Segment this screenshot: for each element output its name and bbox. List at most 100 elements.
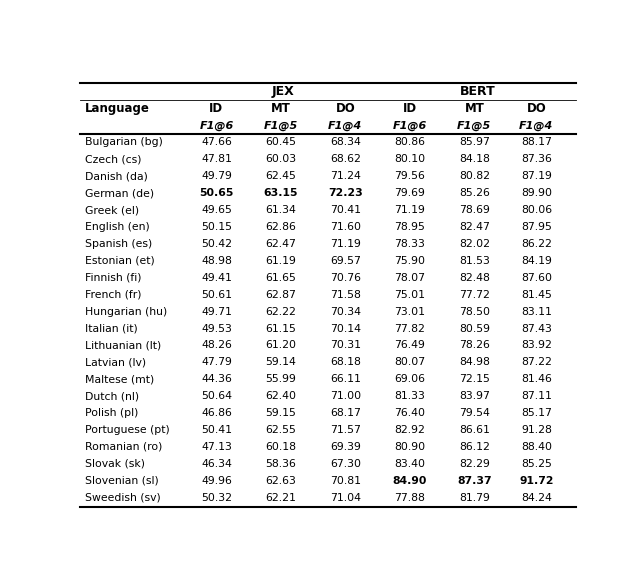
Text: 81.79: 81.79 — [459, 493, 490, 503]
Text: 61.20: 61.20 — [266, 340, 296, 350]
Text: 87.43: 87.43 — [521, 324, 552, 333]
Text: 88.17: 88.17 — [521, 137, 552, 147]
Text: 77.72: 77.72 — [459, 290, 490, 300]
Text: Sweedish (sv): Sweedish (sv) — [85, 493, 161, 503]
Text: 88.40: 88.40 — [521, 442, 552, 452]
Text: 62.40: 62.40 — [266, 391, 296, 401]
Text: 50.42: 50.42 — [201, 239, 232, 249]
Text: 86.22: 86.22 — [521, 239, 552, 249]
Text: F1@4: F1@4 — [519, 120, 554, 131]
Text: 80.07: 80.07 — [394, 357, 426, 367]
Text: 69.57: 69.57 — [330, 256, 361, 266]
Text: 70.34: 70.34 — [330, 307, 361, 317]
Text: Italian (it): Italian (it) — [85, 324, 138, 333]
Text: English (en): English (en) — [85, 222, 150, 232]
Text: 87.95: 87.95 — [521, 222, 552, 232]
Text: 69.06: 69.06 — [394, 374, 426, 384]
Text: Slovenian (sl): Slovenian (sl) — [85, 476, 159, 486]
Text: 63.15: 63.15 — [264, 188, 298, 198]
Text: F1@5: F1@5 — [457, 120, 492, 131]
Text: 46.86: 46.86 — [201, 408, 232, 418]
Text: F1@4: F1@4 — [328, 120, 362, 131]
Text: 49.96: 49.96 — [201, 476, 232, 486]
Text: 87.22: 87.22 — [521, 357, 552, 367]
Text: 80.90: 80.90 — [394, 442, 426, 452]
Text: Spanish (es): Spanish (es) — [85, 239, 152, 249]
Text: Polish (pl): Polish (pl) — [85, 408, 138, 418]
Text: 55.99: 55.99 — [266, 374, 296, 384]
Text: 71.04: 71.04 — [330, 493, 361, 503]
Text: 71.19: 71.19 — [330, 239, 361, 249]
Text: Danish (da): Danish (da) — [85, 171, 148, 182]
Text: Hungarian (hu): Hungarian (hu) — [85, 307, 167, 317]
Text: 59.15: 59.15 — [266, 408, 296, 418]
Text: 82.02: 82.02 — [459, 239, 490, 249]
Text: 68.62: 68.62 — [330, 154, 361, 164]
Text: 47.66: 47.66 — [201, 137, 232, 147]
Text: 71.58: 71.58 — [330, 290, 361, 300]
Text: 78.07: 78.07 — [394, 273, 426, 283]
Text: 83.97: 83.97 — [459, 391, 490, 401]
Text: DO: DO — [335, 102, 355, 115]
Text: 49.71: 49.71 — [201, 307, 232, 317]
Text: JEX: JEX — [272, 85, 295, 98]
Text: 71.60: 71.60 — [330, 222, 361, 232]
Text: 80.10: 80.10 — [394, 154, 426, 164]
Text: 48.98: 48.98 — [201, 256, 232, 266]
Text: 68.34: 68.34 — [330, 137, 361, 147]
Text: 50.15: 50.15 — [201, 222, 232, 232]
Text: 85.17: 85.17 — [521, 408, 552, 418]
Text: 79.69: 79.69 — [394, 188, 425, 198]
Text: 83.40: 83.40 — [394, 459, 426, 469]
Text: 78.50: 78.50 — [459, 307, 490, 317]
Text: 62.45: 62.45 — [266, 171, 296, 182]
Text: French (fr): French (fr) — [85, 290, 141, 300]
Text: 84.19: 84.19 — [521, 256, 552, 266]
Text: 84.98: 84.98 — [459, 357, 490, 367]
Text: 83.92: 83.92 — [521, 340, 552, 350]
Text: 87.19: 87.19 — [521, 171, 552, 182]
Text: 44.36: 44.36 — [201, 374, 232, 384]
Text: ID: ID — [403, 102, 417, 115]
Text: 78.33: 78.33 — [394, 239, 425, 249]
Text: 61.15: 61.15 — [266, 324, 296, 333]
Text: F1@6: F1@6 — [199, 120, 234, 131]
Text: 80.06: 80.06 — [521, 205, 552, 215]
Text: 78.95: 78.95 — [394, 222, 425, 232]
Text: BERT: BERT — [460, 85, 496, 98]
Text: 47.13: 47.13 — [201, 442, 232, 452]
Text: 62.22: 62.22 — [266, 307, 296, 317]
Text: 86.61: 86.61 — [459, 425, 490, 435]
Text: 79.56: 79.56 — [394, 171, 425, 182]
Text: 49.41: 49.41 — [201, 273, 232, 283]
Text: 87.60: 87.60 — [521, 273, 552, 283]
Text: 85.97: 85.97 — [459, 137, 490, 147]
Text: 82.47: 82.47 — [459, 222, 490, 232]
Text: F1@5: F1@5 — [264, 120, 298, 131]
Text: 61.65: 61.65 — [266, 273, 296, 283]
Text: 78.69: 78.69 — [459, 205, 490, 215]
Text: 62.87: 62.87 — [266, 290, 296, 300]
Text: 82.48: 82.48 — [459, 273, 490, 283]
Text: German (de): German (de) — [85, 188, 154, 198]
Text: 84.90: 84.90 — [393, 476, 427, 486]
Text: 81.33: 81.33 — [394, 391, 425, 401]
Text: 84.18: 84.18 — [459, 154, 490, 164]
Text: 62.63: 62.63 — [266, 476, 296, 486]
Text: 89.90: 89.90 — [521, 188, 552, 198]
Text: 91.72: 91.72 — [519, 476, 554, 486]
Text: 81.46: 81.46 — [521, 374, 552, 384]
Text: 49.79: 49.79 — [201, 171, 232, 182]
Text: 86.12: 86.12 — [459, 442, 490, 452]
Text: 80.82: 80.82 — [459, 171, 490, 182]
Text: 76.40: 76.40 — [394, 408, 426, 418]
Text: Bulgarian (bg): Bulgarian (bg) — [85, 137, 163, 147]
Text: 71.00: 71.00 — [330, 391, 361, 401]
Text: 62.47: 62.47 — [266, 239, 296, 249]
Text: 66.11: 66.11 — [330, 374, 361, 384]
Text: 70.14: 70.14 — [330, 324, 361, 333]
Text: 71.24: 71.24 — [330, 171, 361, 182]
Text: 50.32: 50.32 — [201, 493, 232, 503]
Text: 82.92: 82.92 — [394, 425, 425, 435]
Text: 72.15: 72.15 — [459, 374, 490, 384]
